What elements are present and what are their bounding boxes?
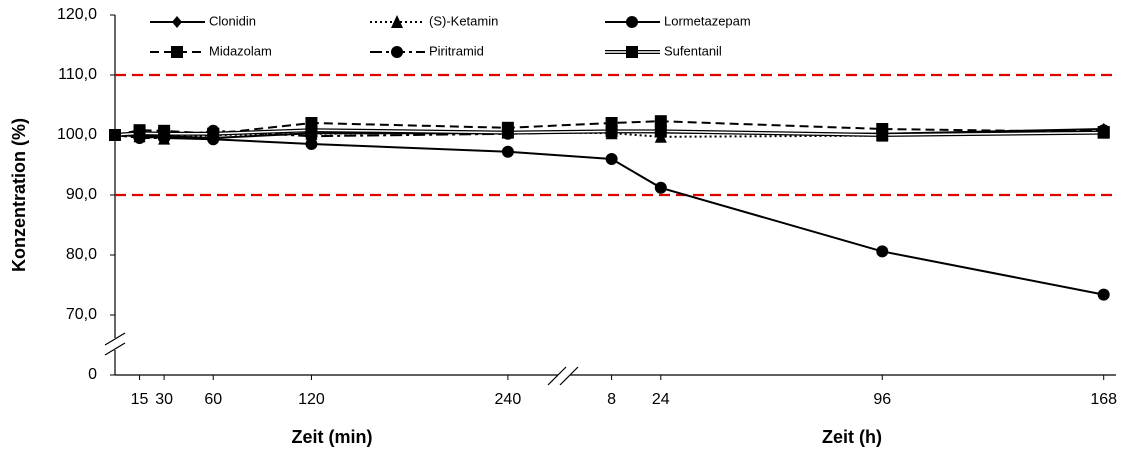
marker [654, 125, 667, 138]
y-tick-label: 90,0 [66, 186, 97, 203]
marker [605, 125, 618, 138]
y-tick-label: 120,0 [57, 6, 97, 23]
y-tick-label: 110,0 [58, 66, 97, 83]
legend-label: Piritramid [429, 43, 484, 58]
x-axis-title: Zeit (h) [822, 427, 882, 447]
axis-break [104, 342, 126, 356]
marker [501, 145, 514, 158]
axis-break [104, 332, 126, 346]
x-axis-title: Zeit (min) [292, 427, 373, 447]
x-tick-label: 24 [652, 391, 670, 408]
axes [104, 15, 1116, 386]
marker [133, 127, 146, 140]
legend-label: Midazolam [209, 43, 272, 58]
axis-break [547, 366, 567, 386]
legend-label: Clonidin [209, 13, 256, 28]
marker [876, 129, 889, 141]
marker [654, 181, 667, 194]
marker [654, 115, 667, 128]
marker [605, 153, 618, 165]
series-line [114, 120, 1104, 136]
x-tick-label: 30 [155, 391, 173, 408]
marker [207, 127, 220, 140]
legend-marker [171, 46, 183, 58]
x-tick-label: 120 [298, 391, 325, 408]
marker [1097, 288, 1110, 301]
x-tick-label: 240 [495, 391, 522, 408]
marker [501, 126, 514, 139]
y-tick-label: 80,0 [66, 246, 97, 263]
legend-marker [172, 16, 182, 28]
marker [876, 245, 889, 258]
y-axis-title: Konzentration (%) [9, 118, 29, 272]
y-tick-label: 100,0 [57, 126, 97, 143]
legend-marker [626, 46, 638, 58]
marker [1097, 126, 1110, 139]
legend-marker [626, 16, 638, 28]
axis-break [559, 366, 579, 386]
y-tick-label: 70,0 [66, 306, 97, 323]
y-tick-label: 0 [88, 366, 97, 383]
marker [305, 124, 318, 137]
x-tick-label: 8 [607, 391, 616, 408]
marker [109, 129, 121, 141]
x-tick-label: 15 [131, 391, 149, 408]
legend-marker [391, 46, 403, 58]
x-tick-label: 168 [1090, 391, 1117, 408]
legend-label: (S)-Ketamin [429, 13, 498, 28]
legend-label: Sufentanil [664, 43, 722, 58]
marker [158, 127, 171, 140]
x-tick-label: 60 [204, 391, 222, 408]
series-line [114, 134, 1104, 296]
series-line-inner [114, 129, 1104, 136]
x-tick-label: 96 [873, 391, 891, 408]
legend-label: Lormetazepam [664, 13, 751, 28]
legend-marker [391, 15, 403, 28]
